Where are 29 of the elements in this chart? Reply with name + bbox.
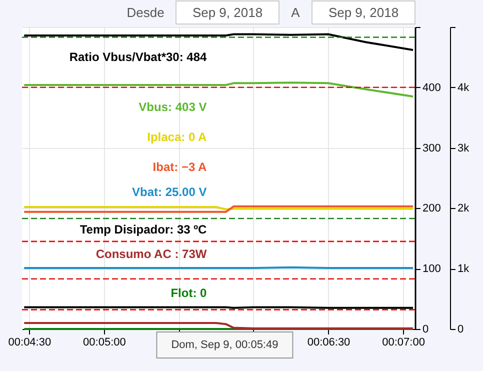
- annotation: Iplaca: 0 A: [147, 130, 208, 144]
- annotation: Ibat: −3 A: [152, 160, 208, 174]
- y-tick-label: 100: [422, 263, 441, 276]
- text: Sep 9, 2018: [192, 5, 263, 20]
- x-tick-label: 00:04:30: [8, 336, 52, 348]
- annotation: Consumo AC : 73W: [96, 247, 208, 262]
- text: A: [291, 5, 300, 20]
- x-tick-label: 00:05:00: [83, 336, 126, 348]
- text: Dom, Sep 9, 00:05:49: [171, 339, 278, 351]
- y2-tick-label: 3k: [458, 142, 470, 154]
- line-series: [23, 33, 414, 51]
- annotation: Flot: 0: [170, 286, 208, 300]
- annotation: Vbat: 25.00 V: [132, 184, 207, 199]
- annotation: Temp Disipador: 33 ºC: [80, 222, 208, 237]
- text: Desde: [126, 5, 164, 20]
- y-tick-label: 300: [422, 142, 441, 154]
- y2-tick-label: 1k: [458, 263, 470, 276]
- x-tick-label: 00:06:30: [307, 336, 350, 348]
- y2-tick-label: 0: [458, 324, 464, 336]
- y-tick-label: 0: [422, 324, 429, 336]
- y-tick-label: 400: [422, 82, 441, 94]
- y2-tick-label: 2k: [458, 202, 470, 215]
- annotation: Vbus: 403 V: [138, 100, 207, 114]
- y2-tick-label: 4k: [458, 82, 470, 94]
- line-series: [23, 82, 414, 98]
- x-tick-label: 00:07:00: [382, 336, 425, 348]
- y-tick-label: 200: [422, 202, 441, 215]
- text: Sep 9, 2018: [328, 5, 399, 20]
- annotation: Ratio Vbus/Vbat*30: 484: [69, 50, 208, 64]
